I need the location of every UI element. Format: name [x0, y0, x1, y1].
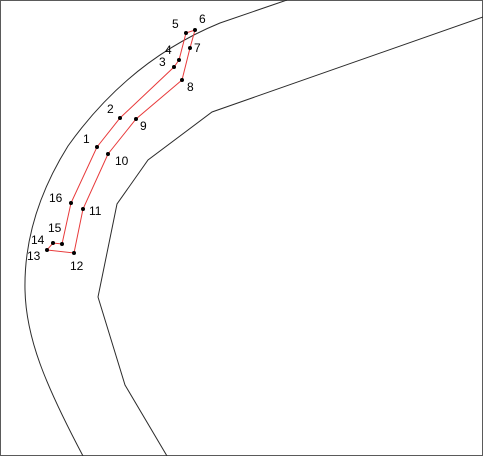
- vertex-label-9: 9: [140, 119, 147, 133]
- road-outer-edge: [24, 0, 288, 456]
- vertex-point-11: [81, 207, 85, 211]
- vertex-point-1: [95, 145, 99, 149]
- vertex-label-11: 11: [89, 204, 102, 218]
- vertex-label-5: 5: [172, 17, 179, 31]
- vertex-label-16: 16: [49, 191, 63, 205]
- vertex-label-12: 12: [70, 259, 84, 273]
- vertex-point-13: [45, 248, 49, 252]
- vertex-point-8: [180, 78, 184, 82]
- vertex-label-14: 14: [31, 233, 45, 247]
- vertex-label-13: 13: [27, 249, 41, 263]
- vertex-label-10: 10: [115, 154, 129, 168]
- vertex-label-2: 2: [107, 102, 114, 116]
- vertex-point-5: [184, 31, 188, 35]
- vertex-label-7: 7: [194, 41, 201, 55]
- vertex-label-1: 1: [83, 132, 90, 146]
- vertex-point-15: [60, 242, 64, 246]
- vertex-point-3: [172, 65, 176, 69]
- vertex-point-7: [188, 46, 192, 50]
- vertex-point-16: [69, 201, 73, 205]
- vertex-label-4: 4: [165, 43, 172, 57]
- vertex-label-15: 15: [48, 221, 62, 235]
- vertex-point-10: [106, 152, 110, 156]
- vertex-point-12: [72, 251, 76, 255]
- vertex-point-6: [193, 28, 197, 32]
- vertex-point-2: [118, 116, 122, 120]
- vertex-point-14: [51, 241, 55, 245]
- road-inner-edge: [97, 16, 483, 456]
- vertex-point-4: [177, 58, 181, 62]
- vertex-point-9: [134, 117, 138, 121]
- vertex-label-8: 8: [187, 80, 194, 94]
- vertex-label-3: 3: [159, 55, 166, 69]
- vertex-label-6: 6: [199, 12, 206, 26]
